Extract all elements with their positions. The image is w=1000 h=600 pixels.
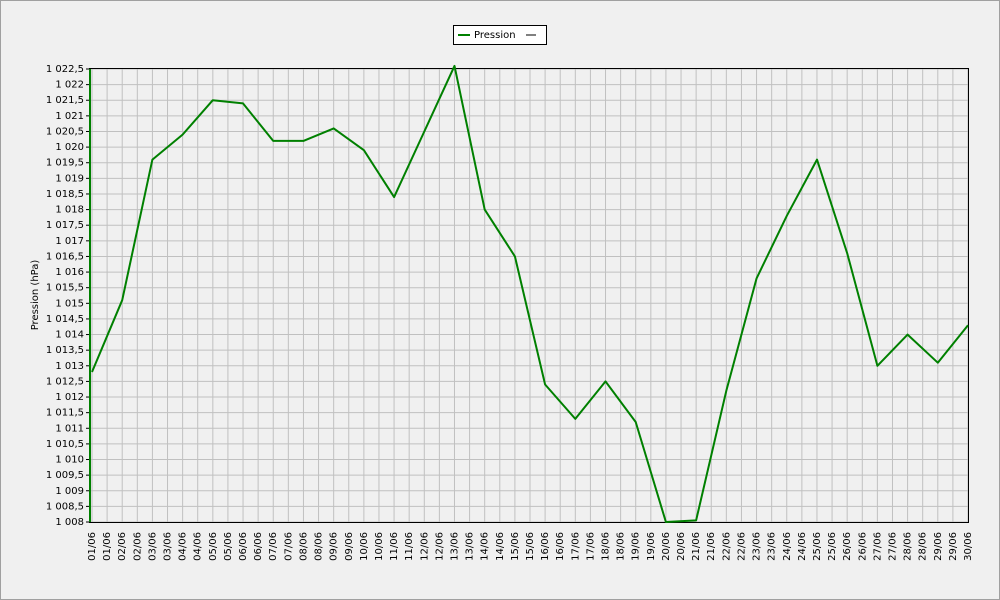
x-tick-label: 25/06	[827, 532, 838, 561]
y-tick-label: 1 019	[55, 173, 84, 184]
y-tick-label: 1 017	[55, 236, 84, 247]
x-tick-label: 11/06	[404, 532, 415, 561]
x-tick-label: 07/06	[268, 532, 279, 561]
x-tick-label: 05/06	[208, 532, 219, 561]
y-tick-label: 1 015,5	[46, 283, 84, 294]
x-tick-label: 13/06	[465, 532, 476, 561]
x-tick-label: 12/06	[419, 532, 430, 561]
y-tick-label: 1 013,5	[46, 345, 84, 356]
y-tick-label: 1 015	[55, 298, 84, 309]
x-tick-label: 04/06	[178, 532, 189, 561]
x-tick-label: 25/06	[812, 532, 823, 561]
y-tick-label: 1 012,5	[46, 376, 84, 387]
y-tick-label: 1 012	[55, 392, 84, 403]
x-tick-label: 06/06	[238, 532, 249, 561]
x-tick-label: 04/06	[193, 532, 204, 561]
x-tick-label: 26/06	[857, 532, 868, 561]
x-tick-label: 27/06	[872, 532, 883, 561]
legend: Pression	[453, 25, 547, 45]
x-tick-label: 22/06	[736, 532, 747, 561]
x-tick-label: 05/06	[223, 532, 234, 561]
x-tick-label: 17/06	[570, 532, 581, 561]
x-tick-label: 13/06	[449, 532, 460, 561]
x-tick-label: 02/06	[117, 532, 128, 561]
x-tick-label: 06/06	[253, 532, 264, 561]
x-tick-label: 01/06	[102, 532, 113, 561]
y-tick-label: 1 017,5	[46, 220, 84, 231]
x-tick-label: 28/06	[903, 532, 914, 561]
x-tick-label: 03/06	[163, 532, 174, 561]
y-tick-label: 1 013	[55, 361, 84, 372]
x-tick-label: 19/06	[631, 532, 642, 561]
x-tick-label: 08/06	[314, 532, 325, 561]
x-tick-label: 26/06	[842, 532, 853, 561]
x-tick-label: 18/06	[601, 532, 612, 561]
x-tick-label: 21/06	[691, 532, 702, 561]
x-tick-label: 20/06	[676, 532, 687, 561]
legend-box	[453, 25, 547, 45]
x-tick-label: 11/06	[389, 532, 400, 561]
x-tick-label: 16/06	[540, 532, 551, 561]
y-tick-label: 1 008	[55, 517, 84, 528]
x-tick-label: 02/06	[132, 532, 143, 561]
x-tick-label: 01/06	[87, 532, 98, 561]
x-tick-label: 10/06	[374, 532, 385, 561]
x-tick-label: 17/06	[585, 532, 596, 561]
y-tick-label: 1 011	[55, 423, 84, 434]
y-tick-label: 1 010,5	[46, 439, 84, 450]
x-tick-label: 22/06	[721, 532, 732, 561]
x-tick-label: 15/06	[510, 532, 521, 561]
y-tick-label: 1 018	[55, 205, 84, 216]
y-tick-label: 1 014	[55, 330, 84, 341]
x-tick-label: 18/06	[616, 532, 627, 561]
y-tick-label: 1 016	[55, 267, 84, 278]
x-tick-label: 24/06	[782, 532, 793, 561]
x-tick-label: 30/06	[963, 532, 974, 561]
x-tick-label: 29/06	[933, 532, 944, 561]
x-tick-label: 23/06	[767, 532, 778, 561]
x-tick-label: 27/06	[887, 532, 898, 561]
x-tick-label: 09/06	[329, 532, 340, 561]
x-tick-label: 28/06	[918, 532, 929, 561]
x-tick-label: 08/06	[298, 532, 309, 561]
y-tick-label: 1 011,5	[46, 408, 84, 419]
x-tick-label: 10/06	[359, 532, 370, 561]
y-axis-label: Pression (hPa)	[30, 260, 41, 331]
y-tick-label: 1 009,5	[46, 470, 84, 481]
y-tick-label: 1 021	[55, 111, 84, 122]
legend-label: Pression	[474, 30, 516, 41]
x-tick-label: 23/06	[752, 532, 763, 561]
y-tick-label: 1 008,5	[46, 501, 84, 512]
y-tick-label: 1 016,5	[46, 251, 84, 262]
x-tick-label: 14/06	[480, 532, 491, 561]
x-tick-label: 29/06	[948, 532, 959, 561]
y-tick-label: 1 014,5	[46, 314, 84, 325]
x-tick-label: 12/06	[434, 532, 445, 561]
x-tick-label: 21/06	[706, 532, 717, 561]
y-tick-label: 1 010	[55, 455, 84, 466]
x-tick-label: 09/06	[344, 532, 355, 561]
x-tick-label: 24/06	[797, 532, 808, 561]
y-tick-label: 1 019,5	[46, 158, 84, 169]
x-tick-label: 15/06	[525, 532, 536, 561]
y-tick-label: 1 022	[55, 80, 84, 91]
y-tick-label: 1 022,5	[46, 64, 84, 75]
x-tick-label: 20/06	[661, 532, 672, 561]
x-tick-label: 19/06	[646, 532, 657, 561]
plot-area	[89, 68, 968, 522]
x-tick-label: 14/06	[495, 532, 506, 561]
y-tick-label: 1 020	[55, 142, 84, 153]
x-tick-label: 16/06	[555, 532, 566, 561]
y-tick-label: 1 020,5	[46, 126, 84, 137]
x-tick-label: 07/06	[283, 532, 294, 561]
x-tick-label: 03/06	[147, 532, 158, 561]
y-tick-label: 1 021,5	[46, 95, 84, 106]
data-line	[91, 64, 969, 523]
y-tick-label: 1 009	[55, 486, 84, 497]
y-tick-label: 1 018,5	[46, 189, 84, 200]
